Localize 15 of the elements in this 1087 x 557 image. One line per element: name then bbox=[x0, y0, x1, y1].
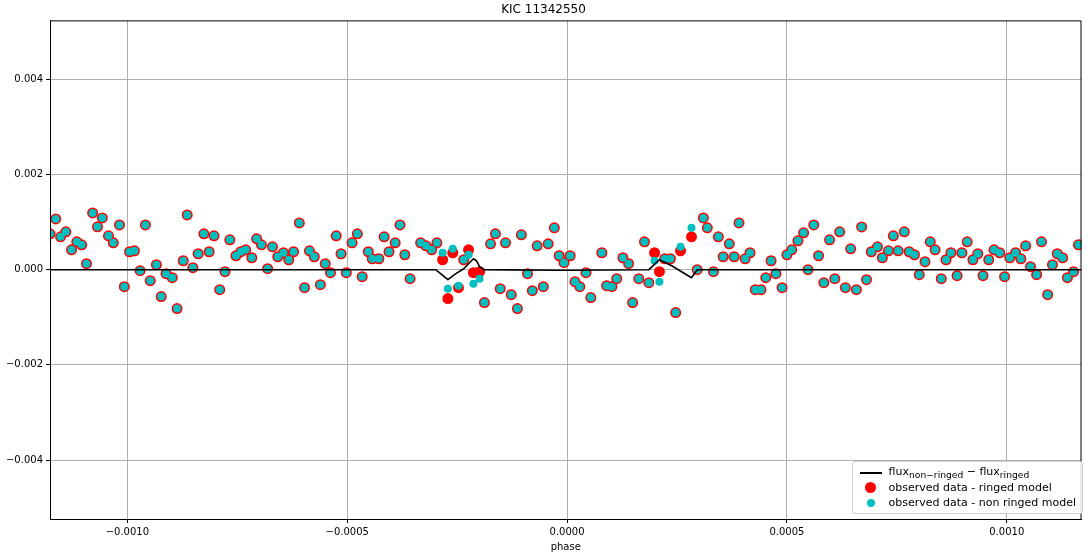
y-tick-label: 0.002 bbox=[14, 168, 43, 180]
y-tick-label: 0.000 bbox=[14, 263, 43, 275]
legend-label: flux$_{non−ringed}$ − flux$_{ringed}$ bbox=[888, 464, 1030, 481]
x-tick-label: −0.0005 bbox=[325, 525, 369, 537]
y-tick-label: −0.004 bbox=[5, 453, 43, 465]
x-tick-label: 0.0005 bbox=[769, 525, 805, 537]
y-tick-label: 0.004 bbox=[14, 72, 43, 84]
x-tick-label: 0.0000 bbox=[549, 525, 585, 537]
x-axis-title: phase bbox=[550, 540, 581, 552]
legend-label: observed data - non ringed model bbox=[888, 496, 1076, 509]
chart-title: KIC 11342550 bbox=[501, 2, 586, 17]
x-tick-label: −0.0010 bbox=[105, 525, 150, 537]
legend-label: observed data - ringed model bbox=[888, 481, 1052, 494]
x-tick-label: 0.0010 bbox=[989, 525, 1025, 537]
y-tick-label: −0.002 bbox=[5, 358, 43, 370]
